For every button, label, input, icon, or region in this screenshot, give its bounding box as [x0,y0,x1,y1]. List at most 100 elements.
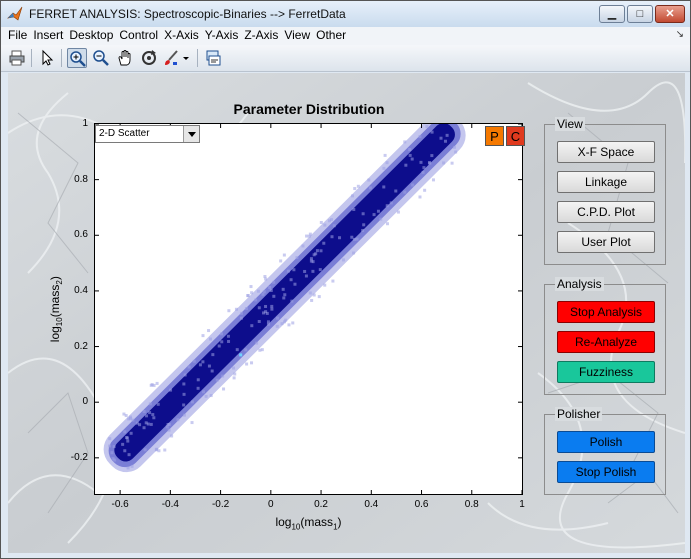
scatter-point [311,269,315,273]
user-plot-button[interactable]: User Plot [557,231,655,253]
scatter-point [108,437,112,441]
dock-arrow-icon[interactable]: ↘ [675,29,684,40]
scatter-point [442,161,446,165]
scatter-point [282,320,286,324]
menu-desktop[interactable]: Desktop [69,28,114,42]
scatter-point [266,322,270,326]
menu-other[interactable]: Other [316,28,347,42]
menu-x-axis[interactable]: X-Axis [164,28,199,42]
xlabel-mass: (mass [300,515,334,529]
scatter-point [307,234,311,238]
scatter-point [282,296,286,300]
scatter-point [169,388,173,392]
scatter-point [272,294,276,298]
pointer-button[interactable] [37,48,57,68]
menu-bar: File Insert Desktop Control X-Axis Y-Axis Z-Ax… [1,27,690,45]
matlab-app-icon [7,6,23,21]
scatter-point [163,448,167,452]
maximize-button[interactable]: □ [627,5,653,23]
scatter-point [266,320,270,324]
scatter-point [355,237,359,241]
scatter-point [376,209,380,213]
menu-z-axis[interactable]: Z-Axis [244,28,279,42]
scatter-point [122,412,126,416]
y-tick-label: 0.4 [74,284,88,296]
scatter-point [182,392,186,396]
link-plot-button[interactable] [203,48,223,68]
rotate-icon [142,50,156,65]
ylabel-base: 10 [55,317,65,327]
scatter-plot[interactable] [95,124,522,494]
data-brush-dropdown[interactable] [181,48,191,68]
scatter-point [352,237,356,241]
plot-axes[interactable] [94,123,523,495]
scatter-point [135,421,139,425]
analysis-panel-title: Analysis [555,277,604,291]
print-button[interactable] [7,48,27,68]
scatter-point [127,417,131,421]
scatter-point [301,244,305,248]
toolbar-separator [31,49,32,67]
scatter-point [362,223,366,227]
linkage-button[interactable]: Linkage [557,171,655,193]
scatter-point [222,387,226,391]
scatter-point [418,135,422,139]
menu-control[interactable]: Control [119,28,159,42]
p-button[interactable]: P [485,126,504,146]
menu-file[interactable]: File [8,28,28,42]
minimize-icon: ▁ [607,8,617,20]
menu-view[interactable]: View [284,28,311,42]
scatter-point [443,139,447,143]
scatter-point [257,306,261,310]
fuzziness-button[interactable]: Fuzziness [557,361,655,383]
scatter-point [227,339,231,343]
c-button[interactable]: C [506,126,525,146]
xlabel-base: 10 [291,522,301,532]
scatter-point [183,373,187,377]
scatter-point [382,185,386,189]
plot-type-select[interactable]: 2-D Scatter [95,125,200,143]
x-tick-label: 1 [519,499,525,510]
stop-analysis-button[interactable]: Stop Analysis [557,301,655,323]
y-tick-label: -0.2 [70,451,88,463]
scatter-point [255,341,259,345]
polish-button[interactable]: Polish [557,431,655,453]
x-tick-label: -0.4 [161,499,179,510]
close-button[interactable]: ✕ [655,5,685,23]
menu-y-axis[interactable]: Y-Axis [204,28,239,42]
minimize-button[interactable]: ▁ [599,5,625,23]
analysis-panel: Analysis Stop Analysis Re-Analyze Fuzzin… [544,277,666,395]
scatter-point [182,413,186,417]
scatter-point [249,285,253,289]
pointer-icon [42,49,54,66]
zoom-in-button[interactable] [67,48,87,68]
scatter-point [220,340,224,344]
scatter-point [383,153,387,157]
zoom-out-button[interactable] [91,48,111,68]
menu-insert[interactable]: Insert [33,28,64,42]
y-axis-label: log10(mass2) [48,229,64,389]
scatter-point [265,311,269,315]
scatter-point [250,324,254,328]
scatter-point [151,413,155,417]
data-brush-button[interactable] [161,48,181,68]
rotate-button[interactable] [139,48,159,68]
re-analyze-button[interactable]: Re-Analyze [557,331,655,353]
scatter-point [268,286,272,290]
scatter-point [155,381,159,385]
ylabel-close: ) [47,276,62,281]
scatter-point [350,235,354,239]
scatter-point [220,332,224,336]
scatter-point [239,311,243,315]
pan-button[interactable] [115,48,135,68]
cpd-plot-button[interactable]: C.P.D. Plot [557,201,655,223]
xf-space-button[interactable]: X-F Space [557,141,655,163]
scatter-point [207,329,211,333]
scatter-point [145,414,149,418]
scatter-point [143,448,147,452]
stop-polish-button[interactable]: Stop Polish [557,461,655,483]
scatter-point [372,213,376,217]
scatter-point [356,184,360,188]
xlabel-close: ) [337,515,342,529]
scatter-point [154,448,158,452]
